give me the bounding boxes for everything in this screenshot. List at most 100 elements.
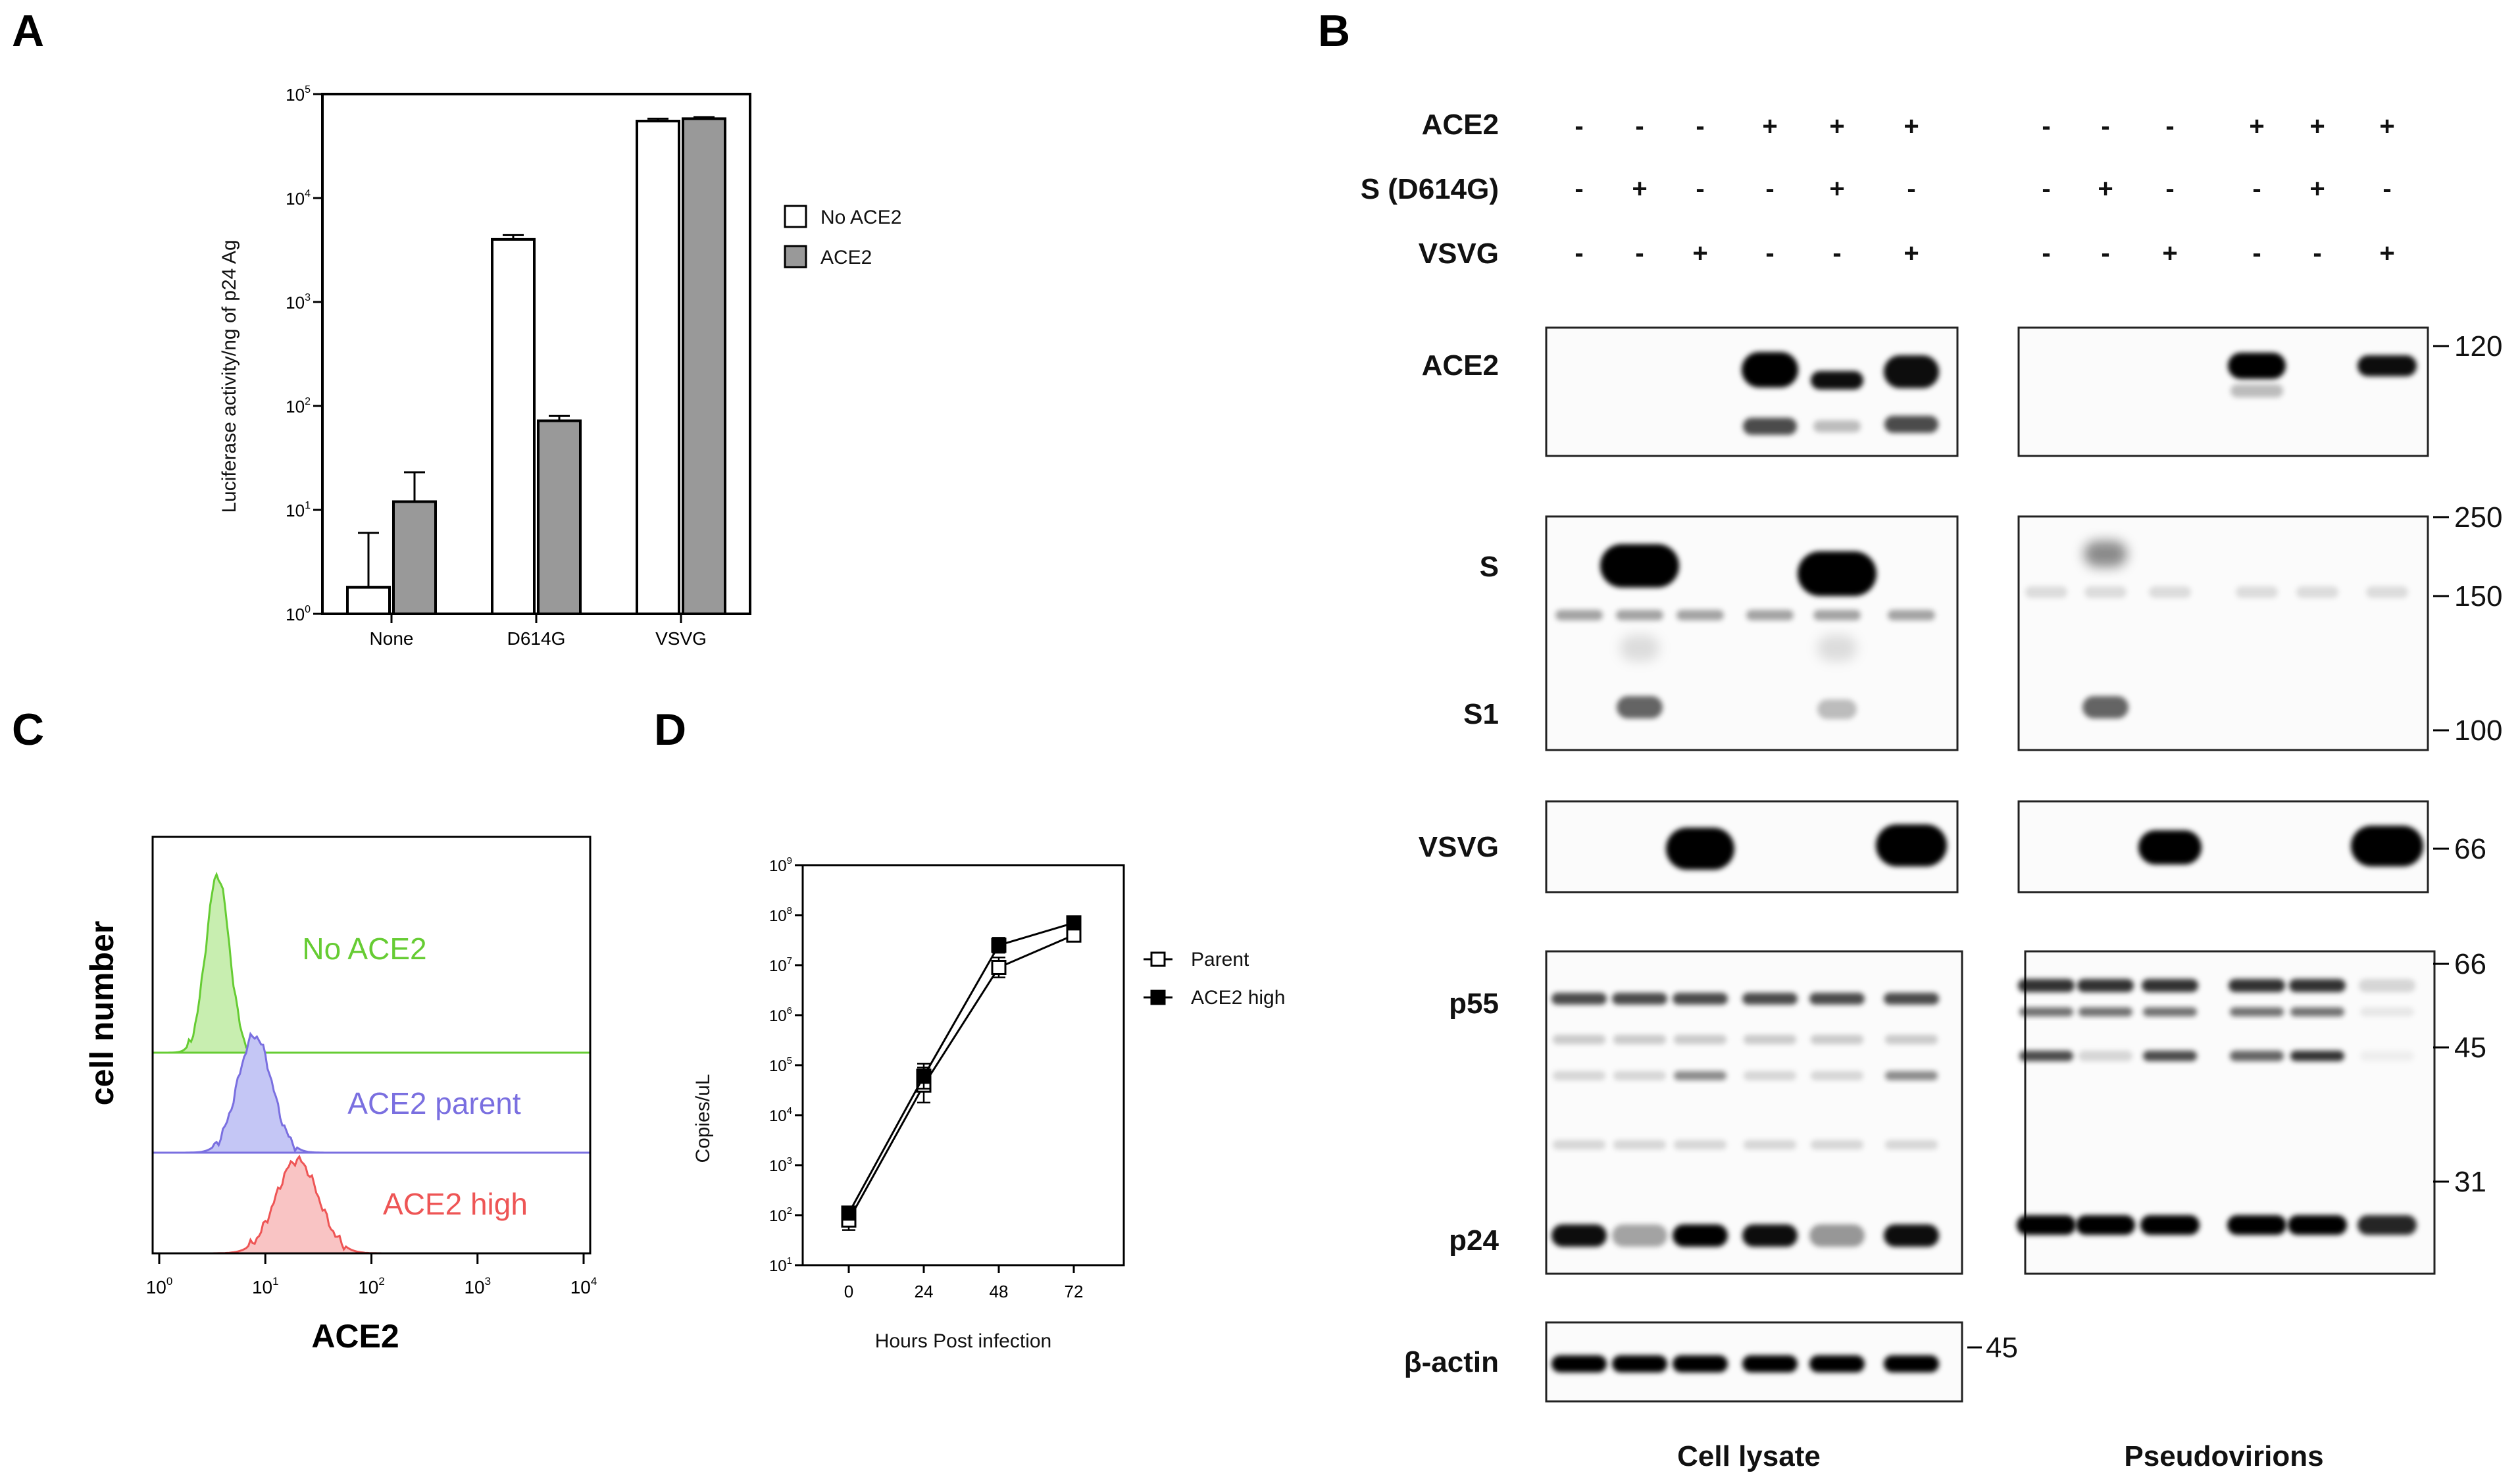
blot-ace2-pseudovirions bbox=[2017, 326, 2429, 457]
band-s-nonspecific bbox=[1888, 610, 1935, 620]
bar-no-ace2-vsvg bbox=[636, 120, 680, 615]
blot-label-p24: p24 bbox=[1449, 1224, 1499, 1257]
band-gag-pv bbox=[2079, 1007, 2132, 1016]
band-p55 bbox=[1742, 993, 1798, 1005]
mw-marker-gag-45: 45 bbox=[2454, 1032, 2486, 1064]
band-gag-intermediate bbox=[1744, 1071, 1796, 1080]
band-gag-intermediate bbox=[1674, 1071, 1726, 1080]
condition-sign: - bbox=[1765, 174, 1774, 203]
condition-sign: - bbox=[1575, 112, 1583, 141]
band-gag-intermediate bbox=[1553, 1071, 1605, 1080]
condition-sign: - bbox=[2101, 112, 2109, 141]
band-s-pv-faint bbox=[2296, 586, 2338, 598]
legend-swatch-no-ace2 bbox=[784, 205, 807, 228]
panel-a-x-ticks: None D614G VSVG bbox=[370, 614, 707, 649]
legend-marker-parent bbox=[1150, 951, 1166, 967]
band-gag-pv bbox=[2290, 1051, 2344, 1061]
panel-a-x-tick-label: None bbox=[370, 628, 414, 649]
band-p55-pv bbox=[2359, 979, 2415, 992]
band-ace2 bbox=[2228, 353, 2286, 379]
legend-label-ace2: ACE2 bbox=[820, 247, 872, 268]
panel-c-x-tick-label: 104 bbox=[570, 1275, 597, 1297]
band-p24 bbox=[1809, 1224, 1865, 1247]
bar-no-ace2-none bbox=[346, 586, 391, 615]
panel-a-y-axis-label: Luciferase activity/ng of p24 Ag bbox=[218, 239, 240, 513]
band-p24 bbox=[1884, 1224, 1939, 1247]
panel-d-y-tick-label: 101 bbox=[769, 1255, 792, 1275]
panel-d-x-axis-label: Hours Post infection bbox=[875, 1330, 1051, 1352]
band-p24-pv bbox=[2288, 1215, 2347, 1235]
condition-sign: - bbox=[2042, 174, 2050, 203]
line-parent bbox=[847, 934, 1074, 1221]
mw-marker-gag-31: 31 bbox=[2454, 1166, 2486, 1198]
condition-sign: - bbox=[2042, 239, 2050, 268]
band-gag-intermediate bbox=[1744, 1140, 1796, 1149]
band-p55 bbox=[1551, 993, 1607, 1005]
panel-c-x-ticks: 100 101 102 103 104 bbox=[146, 1253, 597, 1297]
panel-a-x-tick-label: D614G bbox=[507, 628, 566, 649]
band-gag-pv bbox=[2019, 1051, 2073, 1061]
histogram-ace2-parent bbox=[153, 1032, 590, 1154]
band-p55 bbox=[1673, 993, 1728, 1005]
band-vsvg bbox=[2351, 826, 2423, 866]
band-p55 bbox=[1884, 993, 1939, 1005]
blot-label-s1: S1 bbox=[1463, 698, 1499, 730]
condition-sign: - bbox=[2165, 112, 2174, 141]
condition-sign: - bbox=[2313, 239, 2321, 268]
panel-a-x-tick-label: VSVG bbox=[655, 628, 707, 649]
blot-ace2-cell-lysate bbox=[1545, 326, 1959, 457]
panel-d-line-chart: Copies/uL 101 102 103 104 105 106 107 108 109 0 2… bbox=[692, 855, 1285, 1352]
panel-d-y-ticks: 101 102 103 104 105 106 107 108 109 bbox=[769, 855, 803, 1275]
condition-sign: + bbox=[2309, 174, 2325, 203]
band-s-pv-faint bbox=[2084, 586, 2127, 598]
band-ace2-lower bbox=[1813, 420, 1861, 432]
panel-c-y-axis-label: cell number bbox=[84, 921, 120, 1106]
panel-c-x-axis-label: ACE2 bbox=[311, 1318, 399, 1355]
histogram-label-ace2-high: ACE2 high bbox=[383, 1187, 528, 1221]
mw-marker-gag-66: 66 bbox=[2454, 948, 2486, 980]
condition-sign: - bbox=[1696, 174, 1704, 203]
band-p24-pv bbox=[2357, 1215, 2417, 1235]
band-actin bbox=[1809, 1355, 1865, 1372]
band-ace2 bbox=[1884, 355, 1939, 388]
band-p24-pv bbox=[2140, 1215, 2200, 1235]
band-s-pv-faint bbox=[2236, 586, 2278, 598]
band-gag-intermediate bbox=[1613, 1035, 1666, 1044]
condition-sign: - bbox=[1575, 174, 1583, 203]
legend-swatch-ace2 bbox=[784, 245, 807, 268]
bar-ace2-none bbox=[392, 500, 437, 616]
legend-label-ace2-high: ACE2 high bbox=[1191, 987, 1285, 1009]
band-gag-intermediate bbox=[1885, 1071, 1938, 1080]
legend-label-parent: Parent bbox=[1191, 949, 1249, 970]
band-gag-intermediate bbox=[1811, 1071, 1863, 1080]
data-point-parent bbox=[991, 959, 1007, 975]
panel-a-y-tick-label: 104 bbox=[286, 188, 311, 209]
condition-sign: + bbox=[2379, 112, 2394, 141]
band-vsvg bbox=[1666, 828, 1734, 870]
band-gag-intermediate bbox=[1744, 1035, 1796, 1044]
band-gag-intermediate bbox=[1553, 1035, 1605, 1044]
panel-c-x-tick-label: 102 bbox=[358, 1275, 385, 1297]
band-s-pv-faint bbox=[2366, 586, 2408, 598]
band-gag-pv bbox=[2360, 1051, 2414, 1061]
condition-sign: - bbox=[2165, 174, 2174, 203]
band-p55-pv bbox=[2018, 979, 2075, 992]
band-s1 bbox=[1617, 696, 1663, 718]
panel-d-x-tick-label: 0 bbox=[844, 1282, 853, 1301]
band-p24-pv bbox=[2017, 1215, 2076, 1235]
panel-c-x-tick-label: 101 bbox=[252, 1275, 279, 1297]
blot-label-ace2: ACE2 bbox=[1422, 349, 1499, 382]
condition-sign: - bbox=[1832, 239, 1841, 268]
panel-label-d: D bbox=[654, 705, 686, 755]
blot-s-cell-lysate bbox=[1545, 515, 1959, 751]
line-ace2-high bbox=[847, 922, 1074, 1214]
band-gag-pv bbox=[2230, 1007, 2284, 1016]
panel-a-y-tick-label: 105 bbox=[286, 84, 311, 105]
panel-a-bars bbox=[346, 116, 726, 616]
mw-marker-actin-45: 45 bbox=[1986, 1332, 2018, 1364]
condition-sign: + bbox=[1829, 174, 1844, 203]
histogram-no-ace2 bbox=[153, 871, 590, 1054]
mw-marker-ace2-120: 120 bbox=[2454, 330, 2502, 363]
band-s1-pv bbox=[2082, 696, 2129, 718]
band-gag-pv bbox=[2079, 1051, 2132, 1061]
